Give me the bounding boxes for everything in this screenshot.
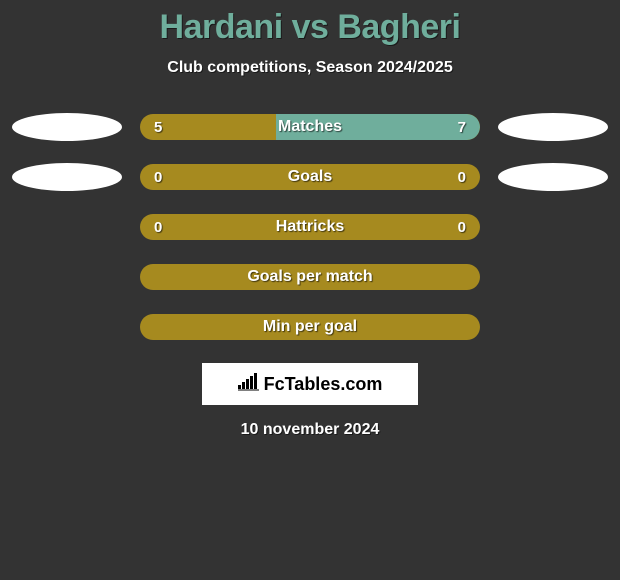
comparison-container: Hardani vs Bagheri Club competitions, Se…: [0, 0, 620, 439]
stat-bar: Goals per match: [140, 264, 480, 290]
spacer: [12, 313, 122, 341]
player-right-ellipse: [498, 113, 608, 141]
stat-value-right: 0: [458, 219, 466, 236]
spacer: [498, 213, 608, 241]
player-left-ellipse: [12, 113, 122, 141]
stat-row: Min per goal: [0, 313, 620, 341]
logo-label: FcTables.com: [264, 374, 383, 395]
date-text: 10 november 2024: [0, 421, 620, 439]
stat-label: Hattricks: [276, 218, 344, 236]
stat-label: Min per goal: [263, 318, 357, 336]
bar-chart-icon: [238, 373, 260, 396]
stat-rows: 5 7 Matches 0 0 Goals 0 0 Hattricks Goals per mat…: [0, 113, 620, 341]
player-left-ellipse: [12, 163, 122, 191]
spacer: [12, 263, 122, 291]
stat-value-right: 7: [458, 119, 466, 136]
spacer: [498, 263, 608, 291]
stat-row: Goals per match: [0, 263, 620, 291]
stat-bar: Min per goal: [140, 314, 480, 340]
stat-label: Goals: [288, 168, 332, 186]
stat-value-left: 0: [154, 219, 162, 236]
spacer: [498, 313, 608, 341]
stat-label: Goals per match: [247, 268, 372, 286]
logo-text: FcTables.com: [238, 373, 383, 396]
stat-row: 0 0 Goals: [0, 163, 620, 191]
stat-value-left: 5: [154, 119, 162, 136]
player-right-ellipse: [498, 163, 608, 191]
stat-bar: 5 7 Matches: [140, 114, 480, 140]
stat-row: 5 7 Matches: [0, 113, 620, 141]
page-title: Hardani vs Bagheri: [0, 8, 620, 47]
stat-value-left: 0: [154, 169, 162, 186]
stat-value-right: 0: [458, 169, 466, 186]
stat-row: 0 0 Hattricks: [0, 213, 620, 241]
stat-bar: 0 0 Goals: [140, 164, 480, 190]
stat-label: Matches: [278, 118, 342, 136]
spacer: [12, 213, 122, 241]
stat-bar: 0 0 Hattricks: [140, 214, 480, 240]
page-subtitle: Club competitions, Season 2024/2025: [0, 59, 620, 77]
logo-box: FcTables.com: [202, 363, 418, 405]
